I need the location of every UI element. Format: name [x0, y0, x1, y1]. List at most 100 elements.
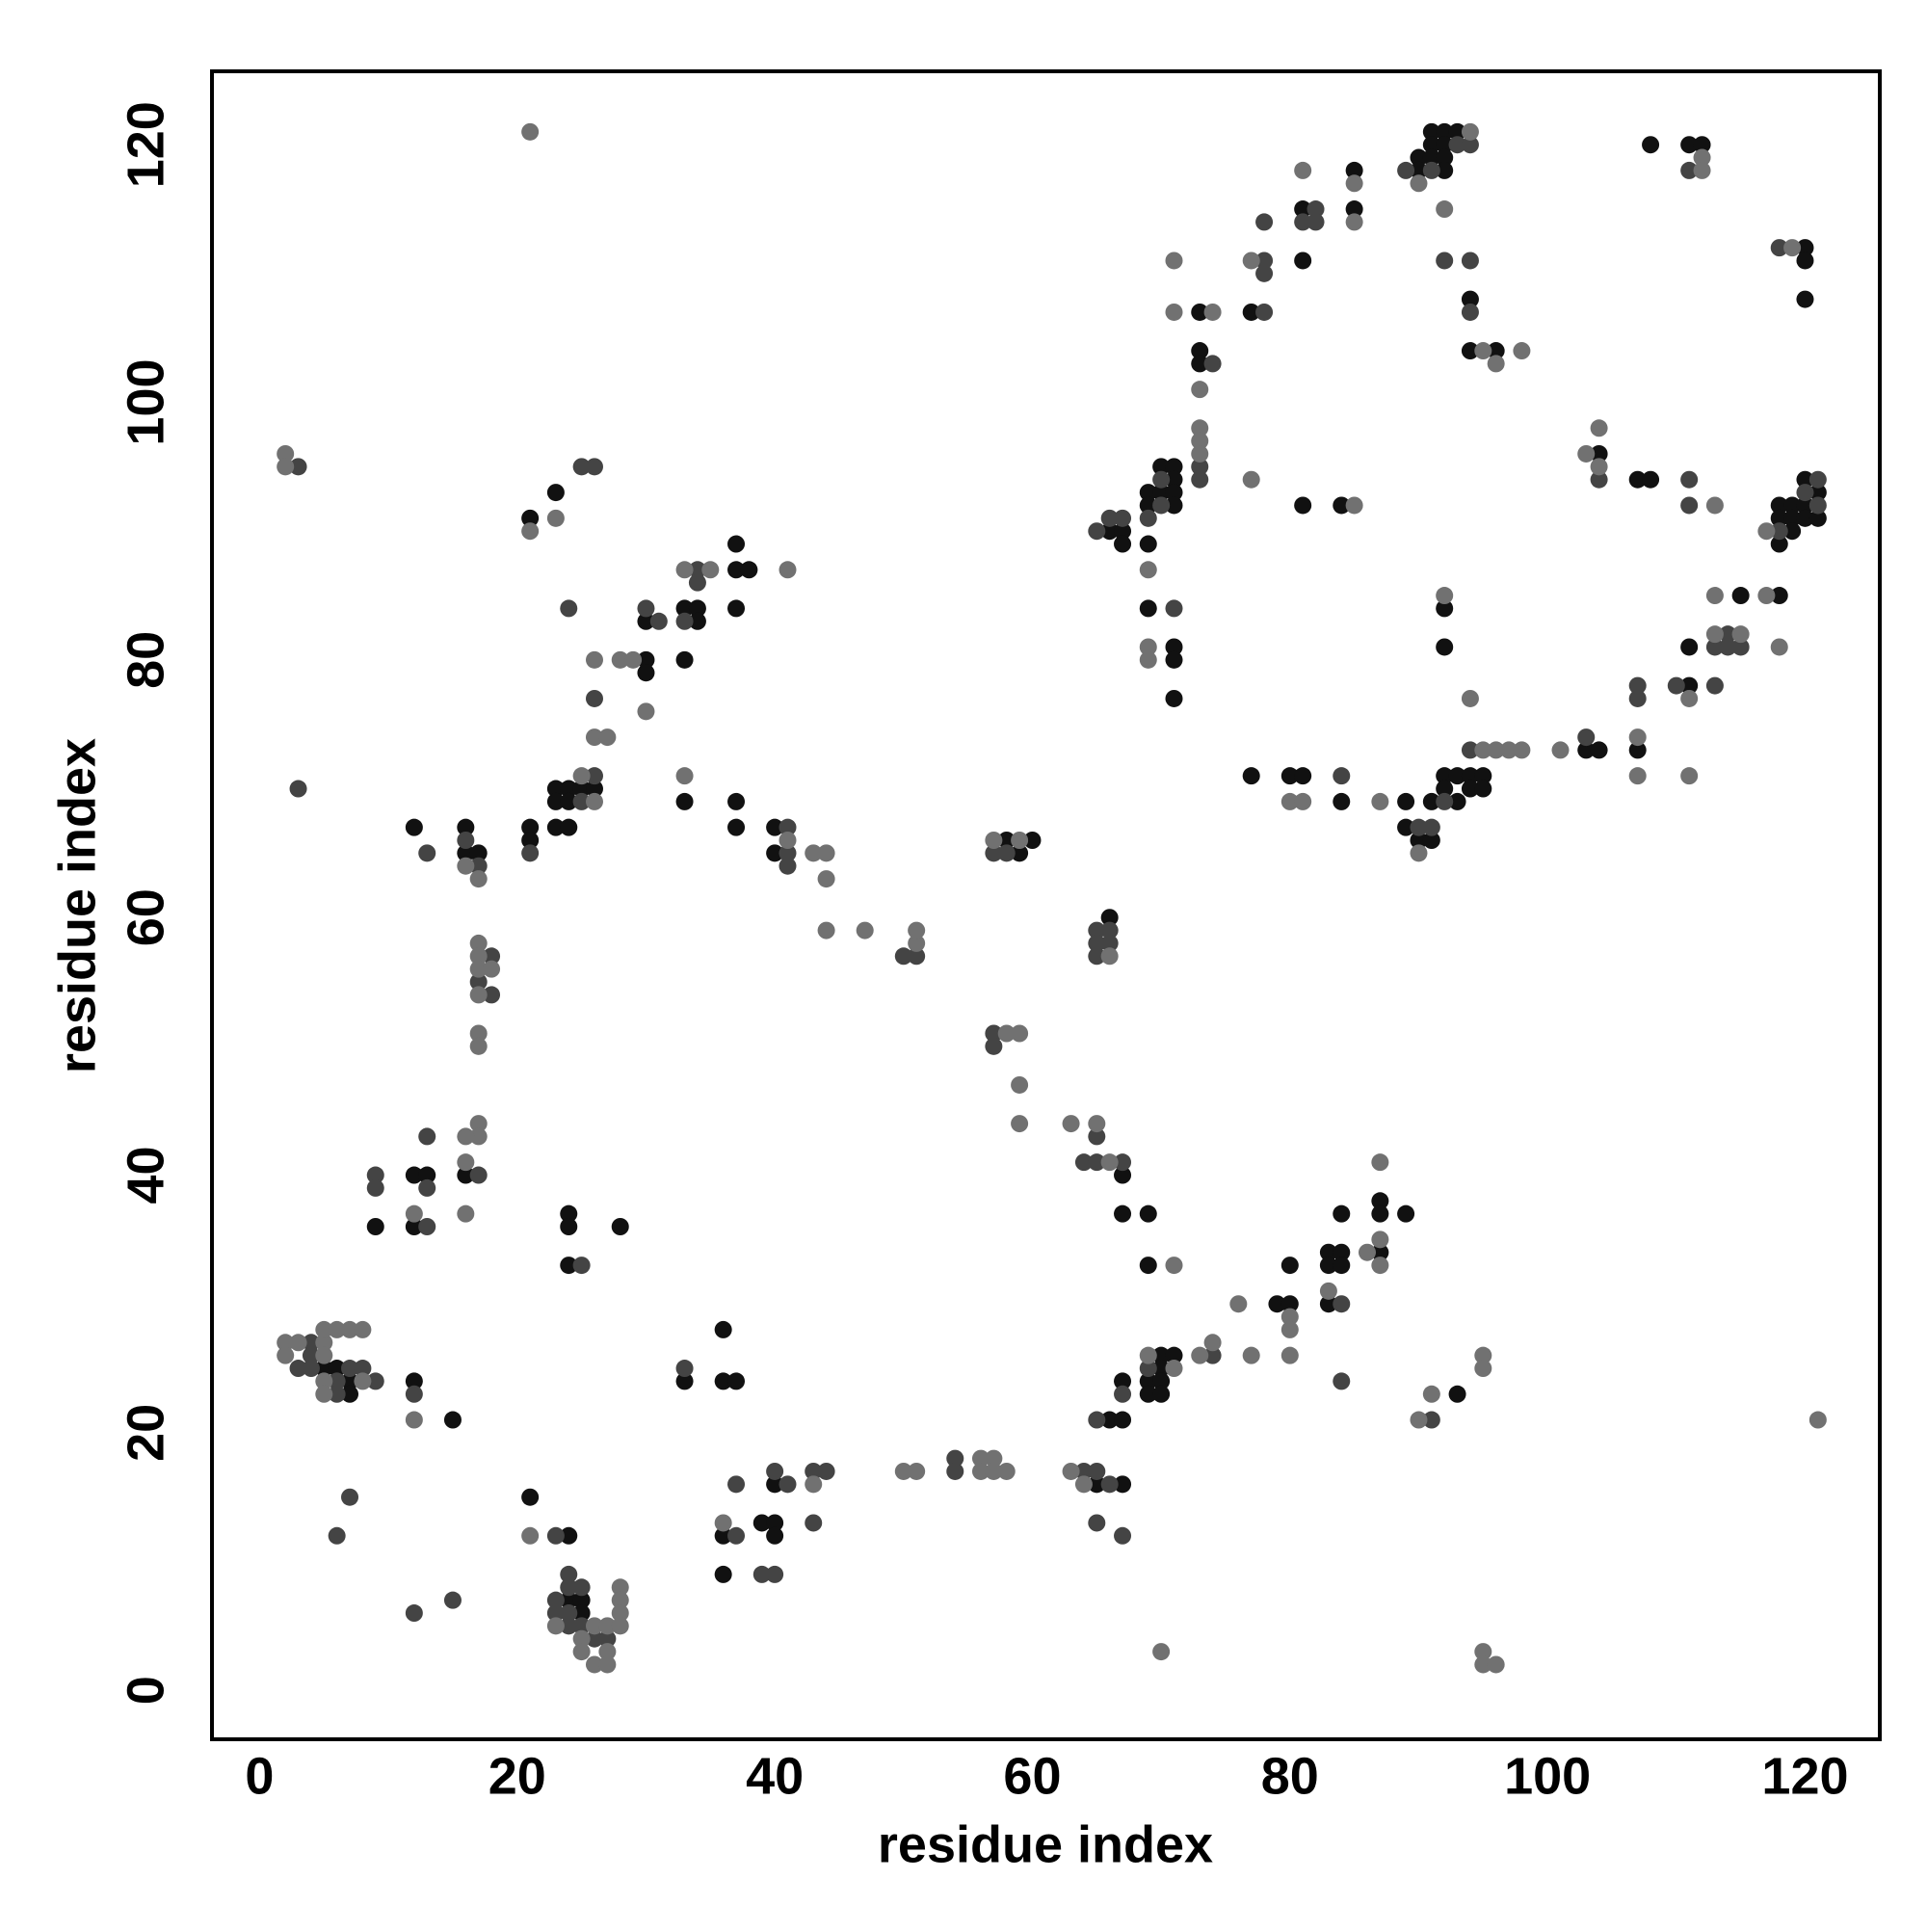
point — [483, 986, 501, 1004]
point — [1680, 676, 1699, 695]
point — [457, 818, 475, 836]
point — [1165, 1360, 1183, 1378]
point — [1731, 625, 1750, 644]
point — [1165, 638, 1183, 656]
point — [1088, 1462, 1106, 1480]
point — [727, 1475, 746, 1494]
point — [1280, 1308, 1299, 1326]
point — [946, 1449, 964, 1468]
point — [598, 1643, 617, 1661]
point — [1152, 496, 1171, 515]
point — [1100, 1411, 1119, 1429]
point — [341, 1360, 359, 1378]
point — [752, 1565, 771, 1583]
x-tick-label: 0 — [245, 1747, 274, 1805]
point — [1796, 509, 1814, 527]
point — [521, 844, 540, 862]
x-tick-label: 100 — [1504, 1747, 1591, 1805]
point — [1100, 934, 1119, 952]
point — [457, 831, 475, 849]
point — [1500, 741, 1518, 759]
point — [1461, 741, 1479, 759]
point — [1422, 831, 1440, 849]
point — [1100, 1153, 1119, 1172]
point — [469, 986, 488, 1004]
point — [277, 444, 295, 463]
point — [1242, 251, 1260, 270]
point — [727, 535, 746, 553]
point — [1397, 792, 1415, 810]
point — [908, 934, 926, 952]
point — [1114, 1385, 1132, 1403]
point — [1333, 792, 1351, 810]
point — [546, 1526, 565, 1545]
point — [714, 1526, 732, 1545]
point — [997, 1024, 1016, 1043]
point — [727, 599, 746, 618]
point — [405, 1218, 423, 1236]
point — [1371, 1257, 1389, 1275]
point — [315, 1346, 333, 1364]
point — [1693, 161, 1711, 179]
point — [714, 1514, 732, 1532]
point — [1345, 213, 1363, 231]
point — [1191, 381, 1209, 399]
point — [289, 780, 307, 798]
point — [985, 1449, 1003, 1468]
point — [1590, 470, 1608, 489]
point — [1203, 303, 1222, 321]
point — [1436, 780, 1454, 798]
point — [1139, 1372, 1157, 1390]
point — [817, 844, 835, 862]
point — [1100, 909, 1119, 927]
point — [1088, 1153, 1106, 1172]
point — [894, 947, 912, 966]
point — [1448, 136, 1466, 154]
point — [1191, 432, 1209, 450]
point — [1410, 818, 1428, 836]
point — [560, 1617, 578, 1635]
point — [1731, 587, 1750, 605]
point — [1474, 780, 1492, 798]
point — [560, 1526, 578, 1545]
point — [688, 573, 706, 592]
point — [1152, 470, 1171, 489]
point — [1242, 767, 1260, 785]
point — [1487, 741, 1505, 759]
point — [714, 1565, 732, 1583]
point — [585, 458, 603, 476]
point — [1191, 303, 1209, 321]
point — [1796, 484, 1814, 502]
point — [1191, 470, 1209, 489]
point — [457, 1127, 475, 1146]
point — [405, 1385, 423, 1403]
point — [572, 767, 591, 785]
y-tick-label: 120 — [117, 101, 174, 188]
point — [1590, 419, 1608, 437]
point — [572, 780, 591, 798]
point — [1062, 1115, 1080, 1133]
point — [469, 1024, 488, 1043]
point — [1461, 767, 1479, 785]
point — [302, 1334, 320, 1352]
point — [1294, 496, 1312, 515]
point — [546, 792, 565, 810]
point — [1088, 1411, 1106, 1429]
point — [315, 1372, 333, 1390]
point — [1165, 458, 1183, 476]
point — [469, 844, 488, 862]
point — [971, 1462, 990, 1480]
point — [1114, 1372, 1132, 1390]
x-tick-label: 80 — [1261, 1747, 1319, 1805]
point — [1371, 1192, 1389, 1210]
point — [1152, 1372, 1171, 1390]
point — [1705, 587, 1724, 605]
point — [1294, 792, 1312, 810]
point — [1307, 213, 1325, 231]
point — [1448, 1385, 1466, 1403]
point — [560, 1257, 578, 1275]
point — [675, 599, 694, 618]
point — [1577, 728, 1596, 747]
point — [637, 612, 655, 630]
y-tick-label: 60 — [117, 888, 174, 946]
